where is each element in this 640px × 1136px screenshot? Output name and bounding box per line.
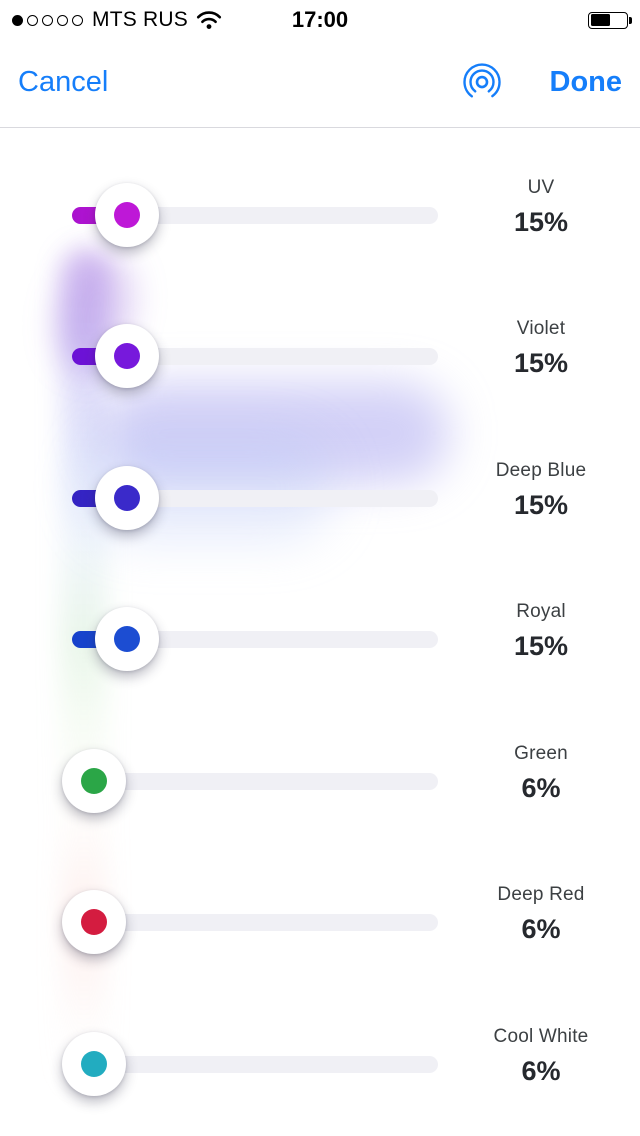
channel-percent: 15% bbox=[513, 630, 569, 661]
channel-percent: 6% bbox=[521, 1055, 561, 1086]
slider-thumb-green[interactable] bbox=[61, 749, 126, 813]
slider-thumb-deep-red[interactable] bbox=[61, 890, 126, 954]
channel-name: Cool White bbox=[493, 1025, 589, 1047]
thumb-color-dot bbox=[113, 626, 140, 652]
channel-labels: Deep Red 6% bbox=[442, 843, 640, 985]
slider-track-deep-red[interactable] bbox=[72, 913, 438, 931]
signal-dot bbox=[42, 14, 53, 26]
channel-labels: Royal 15% bbox=[442, 560, 640, 702]
channel-row-green: Green 6% bbox=[0, 710, 640, 852]
thumb-color-dot bbox=[80, 909, 107, 935]
signal-strength-dots bbox=[12, 14, 83, 26]
thumb-color-dot bbox=[80, 768, 107, 794]
channel-row-uv: UV 15% bbox=[0, 144, 640, 286]
done-button[interactable]: Done bbox=[549, 65, 623, 98]
channel-labels: Violet 15% bbox=[442, 277, 640, 419]
channel-percent: 15% bbox=[513, 489, 569, 520]
channel-labels: Cool White 6% bbox=[442, 985, 640, 1127]
battery-cap bbox=[629, 16, 632, 24]
thumb-color-dot bbox=[113, 343, 140, 369]
channel-row-deep-blue: Deep Blue 15% bbox=[0, 427, 640, 569]
slider-thumb-violet[interactable] bbox=[94, 324, 159, 388]
channel-labels: UV 15% bbox=[442, 136, 640, 278]
slider-thumb-deep-blue[interactable] bbox=[94, 466, 159, 530]
channel-name: Violet bbox=[516, 317, 566, 339]
slider-thumb-cool-white[interactable] bbox=[61, 1032, 126, 1096]
slider-track-cool-white[interactable] bbox=[72, 1055, 438, 1073]
signal-dot bbox=[72, 14, 83, 26]
channel-row-violet: Violet 15% bbox=[0, 285, 640, 427]
thumb-color-dot bbox=[80, 1051, 107, 1077]
channel-labels: Deep Blue 15% bbox=[442, 419, 640, 561]
channel-name: Deep Red bbox=[497, 883, 585, 905]
battery-body bbox=[588, 11, 628, 29]
channel-name: UV bbox=[527, 176, 555, 198]
channel-name: Deep Blue bbox=[495, 459, 587, 481]
cancel-button[interactable]: Cancel bbox=[18, 65, 109, 98]
broadcast-icon[interactable] bbox=[458, 59, 506, 107]
slider-track-green[interactable] bbox=[72, 772, 438, 790]
thumb-color-dot bbox=[113, 485, 140, 511]
channel-row-cool-white: Cool White 6% bbox=[0, 993, 640, 1135]
signal-dot bbox=[57, 14, 68, 26]
channel-labels: Green 6% bbox=[442, 702, 640, 844]
carrier-label: MTS RUS bbox=[92, 8, 188, 31]
channel-row-deep-red: Deep Red 6% bbox=[0, 851, 640, 993]
battery-icon bbox=[588, 11, 632, 29]
signal-dot bbox=[12, 14, 23, 26]
channel-percent: 6% bbox=[521, 913, 561, 944]
thumb-color-dot bbox=[113, 202, 140, 228]
slider-thumb-royal[interactable] bbox=[94, 607, 159, 671]
battery-fill bbox=[590, 14, 610, 26]
channel-name: Royal bbox=[516, 600, 566, 622]
nav-bar: Cancel Done bbox=[0, 40, 640, 128]
channel-name: Green bbox=[514, 742, 568, 764]
channel-percent: 15% bbox=[513, 206, 569, 237]
signal-dot bbox=[27, 14, 38, 26]
wifi-icon bbox=[196, 10, 222, 30]
slider-thumb-uv[interactable] bbox=[94, 183, 159, 247]
channel-percent: 15% bbox=[513, 347, 569, 378]
channel-percent: 6% bbox=[521, 772, 561, 803]
channel-row-royal: Royal 15% bbox=[0, 568, 640, 710]
